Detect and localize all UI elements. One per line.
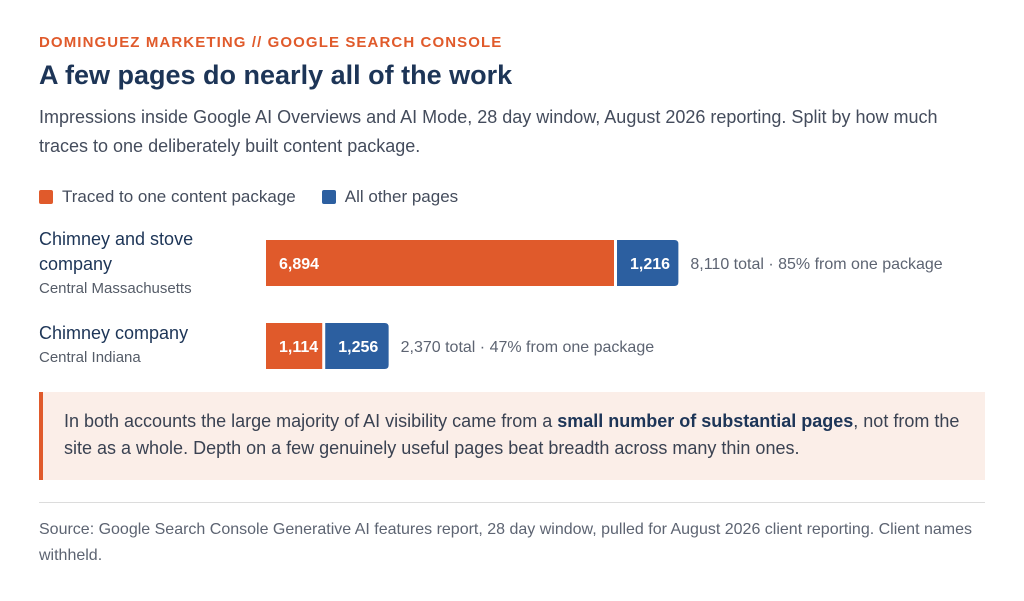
row-region: Central Massachusetts	[39, 280, 192, 297]
legend-swatch-other	[321, 190, 336, 204]
eyebrow: DOMINGUEZ MARKETING // GOOGLE SEARCH CON…	[39, 34, 503, 51]
legend-label-other: All other pages	[344, 187, 459, 206]
row-summary: 2,370 total · 47% from one package	[401, 339, 655, 356]
bar-package-1	[266, 323, 323, 369]
insight-callout: In both accounts the large majority of A…	[39, 392, 985, 480]
row-name: Chimney and stove company	[39, 229, 194, 274]
bar-value-label: 1,256	[338, 339, 378, 356]
source-note: Source: Google Search Console Generative…	[39, 521, 972, 564]
row-label-0: Chimney and stove company Central Massac…	[39, 227, 239, 299]
bar-other-0	[617, 240, 679, 286]
legend: Traced to one content package All other …	[39, 187, 484, 207]
bar-other-1	[325, 323, 389, 369]
legend-label-package: Traced to one content package	[62, 187, 296, 206]
page-title: A few pages do nearly all of the work	[39, 60, 513, 90]
callout-text-after: , not from the site as a whole. Depth on…	[64, 411, 960, 458]
row-name: Chimney company	[39, 323, 189, 343]
row-label-1: Chimney company Central Indiana	[39, 321, 239, 368]
subtitle: Impressions inside Google AI Overviews a…	[39, 107, 938, 156]
bar-package-0	[266, 240, 614, 286]
bar-value-label: 6,894	[279, 256, 319, 273]
bar-value-label: 1,114	[279, 339, 318, 356]
bar-value-label: 1,216	[630, 256, 670, 273]
divider	[39, 502, 985, 503]
callout-text-before: In both accounts the large majority of A…	[64, 411, 558, 431]
row-region: Central Indiana	[39, 349, 141, 366]
legend-item-package: Traced to one content package	[39, 187, 296, 207]
legend-item-other: All other pages	[321, 187, 459, 207]
row-summary: 8,110 total · 85% from one package	[690, 256, 942, 273]
legend-swatch-package	[39, 190, 53, 204]
callout-emphasis: small number of substantial pages	[557, 411, 854, 431]
